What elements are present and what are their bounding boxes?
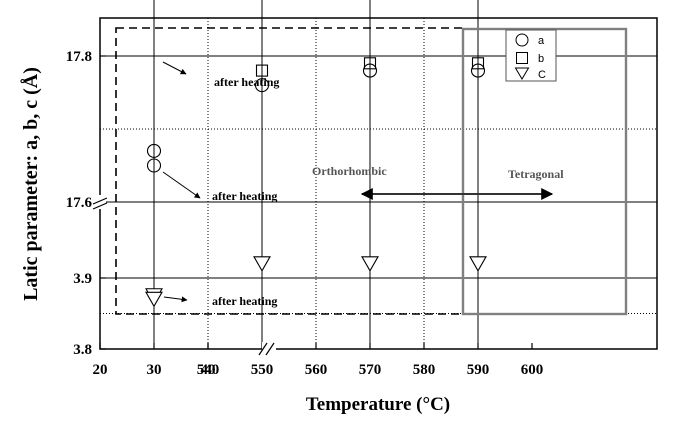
marker-b-4 <box>471 57 485 70</box>
legend-box <box>505 29 557 82</box>
x-tick-label: 550 <box>251 362 274 378</box>
marker-c-2 <box>253 256 271 272</box>
x-tick-label: 20 <box>93 362 108 378</box>
y-tick-label: 3.9 <box>73 271 92 287</box>
marker-c-4 <box>469 256 487 272</box>
marker-b-3 <box>363 57 377 70</box>
marker-b-2 <box>255 64 269 77</box>
y-break-slash-2 <box>92 202 108 210</box>
marker-a-3 <box>362 63 378 78</box>
x-break-slash-2 <box>265 342 275 356</box>
annotation-arrow-a <box>162 171 201 199</box>
x-axis-break <box>258 342 276 356</box>
x-tick-label: 30 <box>147 362 162 378</box>
x-tick-label: 540 <box>197 362 220 378</box>
annotation-after-heating-b: after heating <box>214 75 279 89</box>
annotation-after-heating-a: after heating <box>212 189 277 203</box>
y-break-gap <box>94 195 106 209</box>
x-tick-label: 600 <box>521 362 544 378</box>
legend: a b C <box>505 29 557 82</box>
annotation-arrow-c <box>163 296 188 303</box>
grid-lines <box>100 0 657 349</box>
x-tick-label: 590 <box>467 362 490 378</box>
y-axis-break <box>92 195 108 210</box>
x-tick-label: 570 <box>359 362 382 378</box>
legend-circle-icon <box>515 33 529 47</box>
annotation-arrow-b <box>162 61 187 75</box>
annotations: after heating after heating after heatin… <box>162 61 564 308</box>
marker-a-1 <box>146 158 162 173</box>
legend-label-c: C <box>538 69 546 81</box>
x-axis-label: Temperature (°C) <box>306 394 450 415</box>
phase-regions <box>115 27 628 316</box>
annotation-after-heating-c: after heating <box>212 294 277 308</box>
y-tick-label: 17.8 <box>66 49 92 65</box>
x-break-slash-1 <box>258 342 268 356</box>
y-tick-label: 3.8 <box>73 342 92 358</box>
x-tick-label: 580 <box>413 362 436 378</box>
y-tick-label: 17.6 <box>66 195 93 211</box>
x-tick-label: 40 <box>201 362 216 378</box>
legend-triangle-icon <box>514 67 530 80</box>
legend-label-a: a <box>538 35 545 47</box>
marker-a-4 <box>470 63 486 78</box>
data-series <box>145 57 487 308</box>
marker-c-1 <box>145 291 163 308</box>
tetragonal-region <box>461 27 628 316</box>
plot-frame <box>99 17 658 350</box>
y-break-slash-1 <box>92 197 108 205</box>
y-axis-label: Latic parameter: a, b, c (Å) <box>19 67 42 301</box>
marker-a-0 <box>146 143 162 158</box>
legend-label-b: b <box>538 53 544 65</box>
phase-label-orthorhombic: Orthorhombic <box>312 164 387 178</box>
x-tick-label: 560 <box>305 362 328 378</box>
orthorhombic-region <box>115 27 464 315</box>
axis-ticks <box>99 55 533 350</box>
marker-a-2 <box>254 78 270 93</box>
marker-c-3 <box>361 256 379 272</box>
legend-square-icon <box>516 52 528 64</box>
phase-label-tetragonal: Tetragonal <box>508 167 564 181</box>
